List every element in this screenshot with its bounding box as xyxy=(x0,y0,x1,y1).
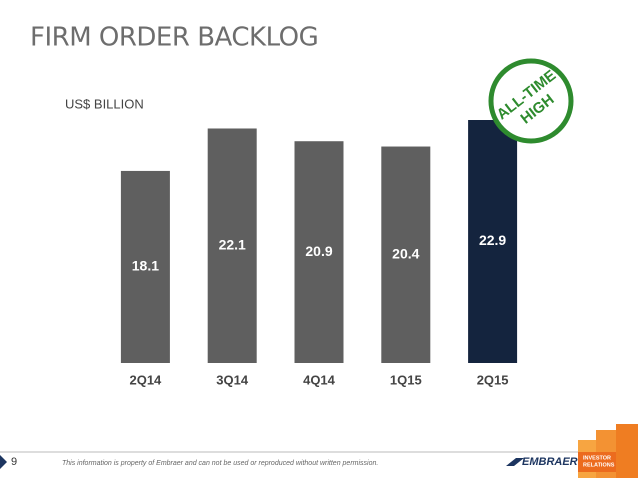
value-label: 22.1 xyxy=(219,236,246,252)
x-tick-label: 2Q14 xyxy=(129,372,162,387)
value-label: 18.1 xyxy=(132,258,159,274)
logo-tag: RELATIONS xyxy=(583,462,615,468)
disclaimer: This information is property of Embraer … xyxy=(62,460,378,467)
bar xyxy=(294,141,344,363)
page-marker xyxy=(0,455,7,469)
logo-tag: INVESTOR xyxy=(583,455,611,461)
unit-label: US$ BILLION xyxy=(65,96,144,111)
x-tick-label: 3Q14 xyxy=(216,372,249,387)
page-number: 9 xyxy=(11,456,17,468)
x-tick-label: 1Q15 xyxy=(390,372,422,387)
value-label: 22.9 xyxy=(479,232,506,248)
bar xyxy=(120,170,170,363)
x-tick-label: 2Q15 xyxy=(477,372,509,387)
deco xyxy=(616,424,638,478)
value-label: 20.9 xyxy=(305,243,332,259)
chart-title: FIRM ORDER BACKLOG xyxy=(30,23,318,53)
value-label: 20.4 xyxy=(392,245,419,261)
badge-ring xyxy=(488,58,574,144)
x-tick-label: 4Q14 xyxy=(303,372,336,387)
bar xyxy=(381,146,431,363)
bar xyxy=(468,120,518,363)
logo: EMBRAER xyxy=(522,456,578,468)
bar xyxy=(207,128,257,363)
tag-box xyxy=(578,452,616,472)
badge: ALL-TIME HIGH xyxy=(488,58,574,144)
logo-mark xyxy=(506,458,524,466)
